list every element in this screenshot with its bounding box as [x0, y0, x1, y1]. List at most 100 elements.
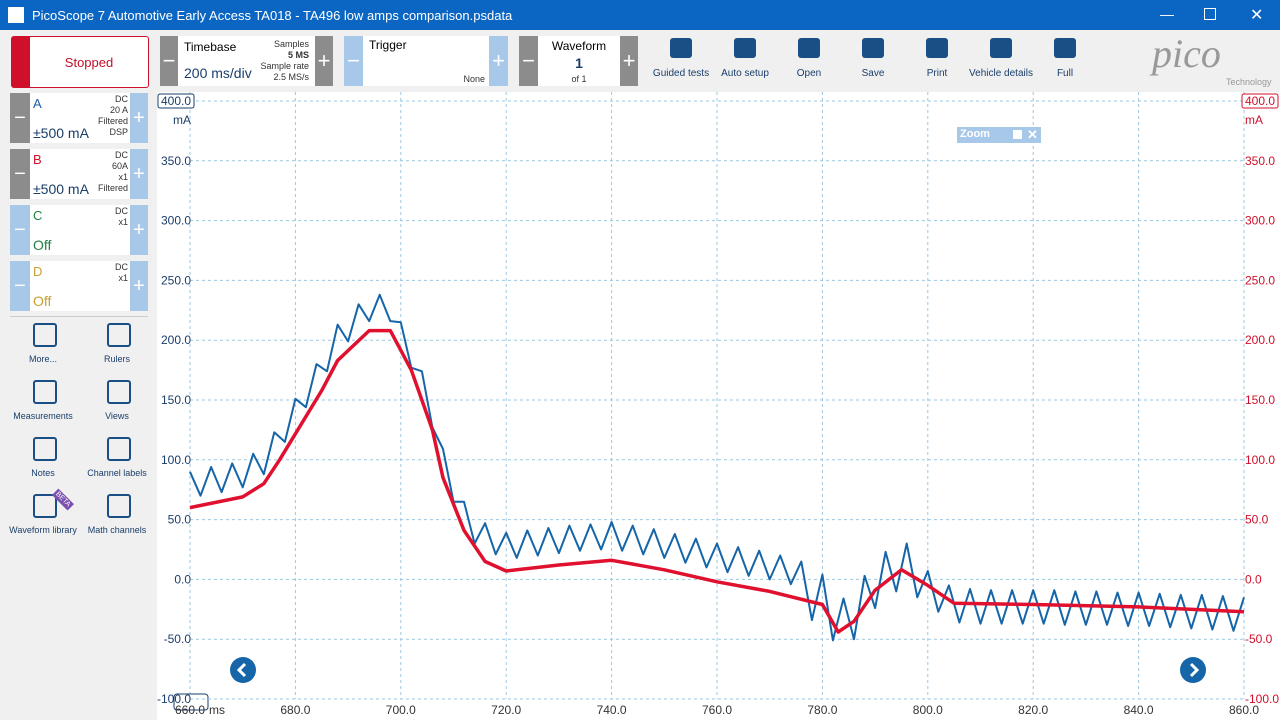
x-tick-label: 800.0 — [913, 703, 943, 717]
channel-plus[interactable]: + — [130, 261, 148, 311]
timebase-plus[interactable]: + — [315, 36, 333, 86]
channel-minus[interactable]: − — [10, 149, 30, 199]
trigger-plus[interactable]: + — [489, 36, 508, 86]
channel-box[interactable]: C Off DCx1 — [30, 205, 130, 255]
channel-info: x1 — [118, 217, 128, 227]
tool-label[interactable]: Channel labels — [77, 468, 157, 478]
toolbar-icon[interactable] — [670, 38, 692, 58]
status-button[interactable]: Stopped — [11, 36, 149, 88]
channel-name: B — [33, 152, 42, 167]
tool-icon[interactable] — [107, 380, 131, 404]
channel-info: DC — [115, 94, 128, 104]
trigger-minus[interactable]: − — [344, 36, 363, 86]
x-tick-label: 720.0 — [491, 703, 521, 717]
channel-info: 60A — [112, 161, 128, 171]
trigger-mode: None — [463, 74, 485, 84]
minimize[interactable]: — — [1160, 6, 1174, 22]
channel-name: C — [33, 208, 42, 223]
nav-left[interactable] — [230, 657, 256, 683]
y2-tick-label: 150.0 — [1245, 393, 1275, 407]
y-tick-label: 300.0 — [161, 214, 191, 228]
waveform-box[interactable]: Waveform 1 of 1 — [538, 36, 620, 86]
x-tick-label: 700.0 — [386, 703, 416, 717]
x-tick-label: 780.0 — [807, 703, 837, 717]
toolbar-icon[interactable] — [862, 38, 884, 58]
tool-label[interactable]: Notes — [3, 468, 83, 478]
channel-minus[interactable]: − — [10, 205, 30, 255]
y-tick-label: 50.0 — [168, 513, 192, 527]
channel-plus[interactable]: + — [130, 149, 148, 199]
toolbar-icon[interactable] — [1054, 38, 1076, 58]
timebase-minus[interactable]: − — [160, 36, 178, 86]
channel-info: DC — [115, 206, 128, 216]
trigger-label: Trigger — [369, 38, 407, 52]
tool-icon[interactable] — [33, 494, 57, 518]
x-tick-label: 820.0 — [1018, 703, 1048, 717]
channel-range: Off — [33, 237, 51, 253]
channel-info: x1 — [118, 273, 128, 283]
channel-minus[interactable]: − — [10, 93, 30, 143]
channel-box[interactable]: B±500 mADC60Ax1Filtered — [30, 149, 130, 199]
channel-minus[interactable]: − — [10, 261, 30, 311]
close[interactable]: ✕ — [1250, 5, 1263, 25]
y-tick-label: 350.0 — [161, 154, 191, 168]
separator — [10, 316, 148, 317]
x-tick-label: 740.0 — [597, 703, 627, 717]
y2-tick-label: 350.0 — [1245, 154, 1275, 168]
y-tick-label: -50.0 — [164, 632, 192, 646]
toolbar-icon[interactable] — [734, 38, 756, 58]
tool-icon[interactable] — [107, 494, 131, 518]
tool-label[interactable]: Rulers — [77, 354, 157, 364]
y2-tick-label: 400.0 — [1245, 94, 1275, 108]
y-tick-label: 100.0 — [161, 453, 191, 467]
toolbar-label[interactable]: Full — [1025, 68, 1105, 79]
channel-plus[interactable]: + — [130, 93, 148, 143]
timebase-label: Timebase — [184, 40, 236, 54]
toolbar-icon[interactable] — [926, 38, 948, 58]
y-unit: mA — [173, 113, 191, 127]
tool-icon[interactable] — [33, 323, 57, 347]
waveform-label: Waveform — [538, 39, 620, 53]
tool-label[interactable]: Views — [77, 411, 157, 421]
waveform-plus[interactable]: + — [620, 36, 638, 86]
tool-icon[interactable] — [33, 380, 57, 404]
chart: 660.0680.0700.0720.0740.0760.0780.0800.0… — [157, 92, 1280, 720]
tool-label[interactable]: Measurements — [3, 411, 83, 421]
channel-info: Filtered — [98, 116, 128, 126]
y2-tick-label: 300.0 — [1245, 214, 1275, 228]
tool-label[interactable]: Waveform library — [3, 525, 83, 535]
maximize[interactable] — [1204, 8, 1216, 20]
channel-info: DSP — [109, 127, 128, 137]
channel-plus[interactable]: + — [130, 205, 148, 255]
zoom-close[interactable]: ✕ — [1027, 127, 1038, 143]
channel-info: DC — [115, 150, 128, 160]
tool-icon[interactable] — [107, 437, 131, 461]
waveform-minus[interactable]: − — [519, 36, 538, 86]
y2-tick-label: 100.0 — [1245, 453, 1275, 467]
nav-right[interactable] — [1180, 657, 1206, 683]
tool-label[interactable]: More... — [3, 354, 83, 364]
channel-info: 20 A — [110, 105, 128, 115]
toolbar-icon[interactable] — [990, 38, 1012, 58]
y2-unit: mA — [1245, 113, 1263, 127]
timebase-box[interactable]: Timebase 200 ms/div Samples 5 MS Sample … — [178, 36, 315, 86]
tool-icon[interactable] — [107, 323, 131, 347]
channel-box[interactable]: DOffDCx1 — [30, 261, 130, 311]
samples-value: 5 MS — [288, 50, 309, 60]
trigger-box[interactable]: Trigger None — [363, 36, 489, 86]
y2-tick-label: 250.0 — [1245, 273, 1275, 287]
y2-tick-label: 0.0 — [1245, 572, 1262, 586]
toolbar-icon[interactable] — [798, 38, 820, 58]
channel-info: Filtered — [98, 183, 128, 193]
tool-label[interactable]: Math channels — [77, 525, 157, 535]
zoom-box[interactable]: Zoom ✕ — [957, 127, 1041, 143]
status-stripe — [12, 37, 30, 87]
x-tick-label: 840.0 — [1124, 703, 1154, 717]
tool-icon[interactable] — [33, 437, 57, 461]
channel-range: Off — [33, 293, 51, 309]
title-bar: PicoScope 7 Automotive Early Access TA01… — [0, 0, 1280, 30]
channel-box[interactable]: A±500 mADC20 AFilteredDSP — [30, 93, 130, 143]
status-text: Stopped — [30, 55, 148, 70]
x-unit: ms — [209, 703, 225, 717]
